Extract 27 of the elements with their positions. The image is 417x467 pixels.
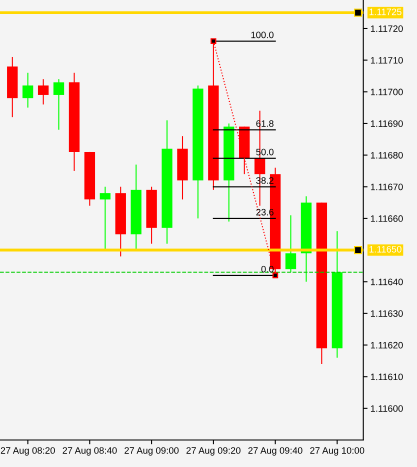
candlestick bbox=[53, 78, 64, 130]
x-tick-label: 27 Aug 10:00 bbox=[310, 447, 364, 456]
y-tick-label: 1.11670 bbox=[370, 184, 403, 190]
ref-line-label: 1.11725 bbox=[370, 8, 402, 16]
y-tick-label: 1.11680 bbox=[370, 152, 403, 159]
y-tick-label: 1.11690 bbox=[370, 120, 403, 127]
series-label: 0.0 bbox=[261, 266, 274, 272]
y-tick-label: 1.11630 bbox=[370, 310, 403, 317]
x-tick-label: 27 Aug 09:00 bbox=[124, 447, 179, 456]
ref-line-label: 1.11650 bbox=[370, 246, 402, 253]
candlestick bbox=[285, 214, 296, 273]
y-tick-label: 1.11640 bbox=[370, 278, 403, 286]
y-tick-label: 1.11710 bbox=[370, 57, 403, 64]
y-tick-label: 1.11700 bbox=[370, 88, 403, 96]
y-tick-label: 1.11610 bbox=[370, 374, 403, 380]
y-tick-label: 1.11660 bbox=[370, 215, 403, 222]
y-tick-label: 1.11720 bbox=[370, 25, 403, 32]
x-tick-label: 27 Aug 08:20 bbox=[0, 447, 55, 456]
x-tick-label: 27 Aug 09:20 bbox=[186, 447, 240, 456]
y-tick-label: 1.11600 bbox=[370, 405, 403, 412]
candlestick bbox=[38, 78, 49, 105]
x-tick-label: 27 Aug 09:40 bbox=[248, 447, 302, 456]
candlestick bbox=[100, 186, 111, 251]
candlestick bbox=[22, 72, 34, 108]
series-label: 100.0 bbox=[251, 32, 274, 38]
x-tick-label: 27 Aug 08:40 bbox=[62, 447, 117, 456]
y-tick-label: 1.11620 bbox=[370, 342, 403, 348]
